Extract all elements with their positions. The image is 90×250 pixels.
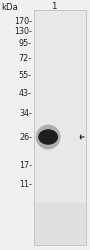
Text: 26-: 26-	[19, 132, 32, 141]
Text: 55-: 55-	[19, 71, 32, 80]
Ellipse shape	[38, 129, 58, 145]
Text: 130-: 130-	[14, 27, 32, 36]
Text: 43-: 43-	[19, 89, 32, 98]
Text: kDa: kDa	[1, 3, 18, 12]
Bar	[34, 10, 86, 245]
Text: 170-: 170-	[14, 17, 32, 26]
Text: 11-: 11-	[19, 180, 32, 189]
Text: 1: 1	[51, 2, 57, 11]
Ellipse shape	[36, 124, 61, 150]
Text: 72-: 72-	[19, 54, 32, 63]
Bar	[34, 203, 86, 245]
Text: 95-: 95-	[19, 39, 32, 48]
Text: 17-: 17-	[19, 160, 32, 170]
Text: 34-: 34-	[19, 109, 32, 118]
